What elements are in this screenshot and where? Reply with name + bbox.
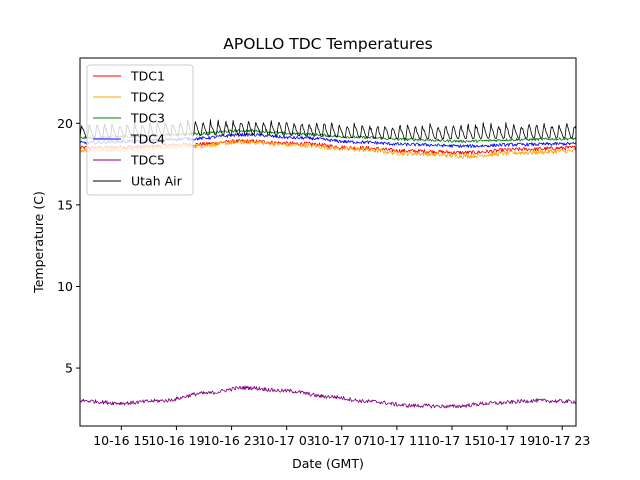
y-tick-label: 15 [57,197,73,212]
legend-label: TDC5 [130,153,165,168]
legend-label: TDC2 [130,90,165,105]
x-axis-label: Date (GMT) [292,456,364,471]
y-tick-label: 20 [57,116,73,131]
x-tick-label: 10-17 19 [479,433,535,448]
plot-frame [79,57,577,427]
x-tick-label: 10-16 15 [93,433,149,448]
y-tick-label: 10 [57,279,73,294]
legend-label: Utah Air [131,174,183,189]
series-line-tdc5 [80,385,576,409]
x-tick-label: 10-17 15 [424,433,480,448]
x-tick-label: 10-16 23 [203,433,259,448]
x-tick-label: 10-16 19 [148,433,204,448]
legend-label: TDC3 [130,111,165,126]
legend-label: TDC1 [130,69,165,84]
legend-label: TDC4 [130,132,165,147]
x-tick-label: 10-17 07 [314,433,370,448]
y-axis-label: Temperature (C) [31,191,46,294]
y-tick-label: 5 [65,361,73,376]
legend: TDC1 TDC2 TDC3 TDC4 TDC5 Utah Air [86,64,194,196]
x-tick-label: 10-17 03 [259,433,315,448]
y-axis: 5 10 15 20 [57,116,80,376]
chart-title: APOLLO TDC Temperatures [223,35,432,53]
x-tick-label: 10-17 23 [534,433,590,448]
x-tick-label: 10-17 11 [369,433,425,448]
